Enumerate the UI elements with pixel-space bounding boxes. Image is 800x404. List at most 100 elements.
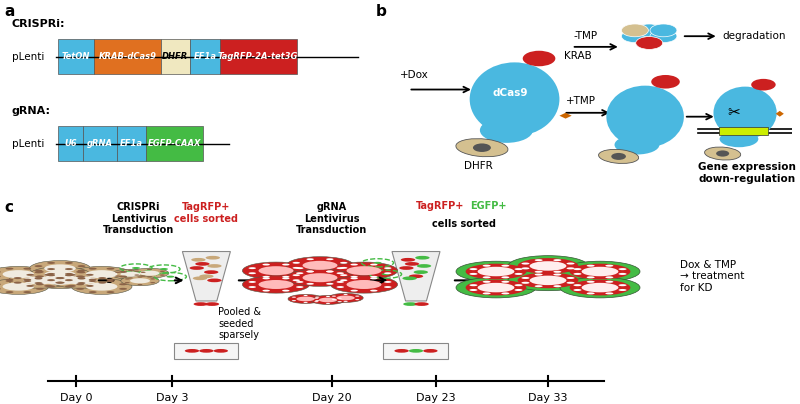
Circle shape xyxy=(296,286,303,288)
Circle shape xyxy=(384,267,391,269)
Ellipse shape xyxy=(614,135,659,154)
Circle shape xyxy=(314,298,318,299)
Text: TagRFP+: TagRFP+ xyxy=(416,201,464,211)
Circle shape xyxy=(138,276,142,278)
Text: Day 0: Day 0 xyxy=(60,393,92,403)
FancyBboxPatch shape xyxy=(146,126,203,161)
Circle shape xyxy=(574,289,582,291)
Text: Day 23: Day 23 xyxy=(416,393,456,403)
Text: TagRFP-2A-tet3G: TagRFP-2A-tet3G xyxy=(218,52,298,61)
Circle shape xyxy=(0,283,1,285)
Circle shape xyxy=(138,284,142,285)
Circle shape xyxy=(258,280,294,289)
Circle shape xyxy=(402,276,417,280)
Circle shape xyxy=(293,262,300,264)
Circle shape xyxy=(293,274,300,276)
Circle shape xyxy=(337,267,344,269)
Circle shape xyxy=(23,276,55,284)
Circle shape xyxy=(121,271,140,277)
Circle shape xyxy=(128,277,133,279)
Circle shape xyxy=(65,285,73,287)
Circle shape xyxy=(606,292,614,295)
Circle shape xyxy=(403,302,418,306)
Text: gRNA: gRNA xyxy=(87,139,113,148)
Circle shape xyxy=(44,271,76,279)
Circle shape xyxy=(326,296,330,297)
Circle shape xyxy=(65,279,73,281)
Circle shape xyxy=(346,280,382,289)
Circle shape xyxy=(134,274,139,276)
Circle shape xyxy=(86,274,94,276)
Circle shape xyxy=(76,276,84,278)
Circle shape xyxy=(409,349,423,353)
Circle shape xyxy=(337,296,354,300)
Circle shape xyxy=(332,296,336,297)
Circle shape xyxy=(350,278,358,279)
Circle shape xyxy=(618,284,626,286)
Circle shape xyxy=(30,267,90,282)
Circle shape xyxy=(286,257,354,274)
Circle shape xyxy=(130,278,150,283)
Circle shape xyxy=(288,295,323,303)
Circle shape xyxy=(350,290,358,292)
Circle shape xyxy=(78,271,86,274)
Circle shape xyxy=(370,278,378,279)
Circle shape xyxy=(522,277,530,279)
Circle shape xyxy=(65,274,73,276)
Circle shape xyxy=(530,261,566,271)
Circle shape xyxy=(119,288,127,290)
Circle shape xyxy=(160,274,165,276)
Circle shape xyxy=(14,282,22,284)
FancyBboxPatch shape xyxy=(83,126,117,161)
Circle shape xyxy=(326,283,334,285)
Ellipse shape xyxy=(480,118,533,143)
Circle shape xyxy=(482,265,490,267)
Circle shape xyxy=(55,282,63,284)
Text: dCas9: dCas9 xyxy=(493,88,528,99)
Text: degradation: degradation xyxy=(722,31,786,41)
Circle shape xyxy=(586,292,594,295)
Circle shape xyxy=(751,79,776,90)
Circle shape xyxy=(119,283,127,285)
Circle shape xyxy=(302,273,338,282)
Circle shape xyxy=(716,150,729,157)
Circle shape xyxy=(292,297,296,298)
Circle shape xyxy=(650,24,677,37)
Circle shape xyxy=(337,272,344,274)
Circle shape xyxy=(23,279,31,281)
Circle shape xyxy=(44,277,76,285)
Circle shape xyxy=(326,271,334,272)
Text: CRISPRi
Lentivirus
Transduction: CRISPRi Lentivirus Transduction xyxy=(102,202,174,235)
Circle shape xyxy=(534,285,542,287)
FancyBboxPatch shape xyxy=(94,39,161,74)
Circle shape xyxy=(282,278,290,279)
Circle shape xyxy=(586,276,594,278)
Text: Dox & TMP
→ treatment
for KD: Dox & TMP → treatment for KD xyxy=(680,260,744,293)
Circle shape xyxy=(518,273,578,288)
Text: Gene expression
down-regulation: Gene expression down-regulation xyxy=(698,162,796,184)
Circle shape xyxy=(78,276,86,278)
Circle shape xyxy=(128,270,133,271)
Circle shape xyxy=(343,294,348,295)
Circle shape xyxy=(23,280,31,282)
Circle shape xyxy=(119,271,127,273)
Circle shape xyxy=(150,282,155,283)
Circle shape xyxy=(98,277,106,279)
Circle shape xyxy=(554,259,562,261)
Circle shape xyxy=(473,143,491,152)
Circle shape xyxy=(0,276,1,278)
Circle shape xyxy=(194,302,208,306)
Circle shape xyxy=(482,292,490,295)
Circle shape xyxy=(44,285,52,287)
Circle shape xyxy=(340,262,347,264)
Circle shape xyxy=(293,279,300,281)
Circle shape xyxy=(44,274,52,276)
Circle shape xyxy=(306,283,314,285)
Circle shape xyxy=(36,283,44,285)
Circle shape xyxy=(350,264,358,265)
Circle shape xyxy=(306,258,314,260)
Text: DHFR: DHFR xyxy=(463,161,492,171)
FancyBboxPatch shape xyxy=(161,39,190,74)
Circle shape xyxy=(6,291,14,293)
Circle shape xyxy=(2,282,34,290)
